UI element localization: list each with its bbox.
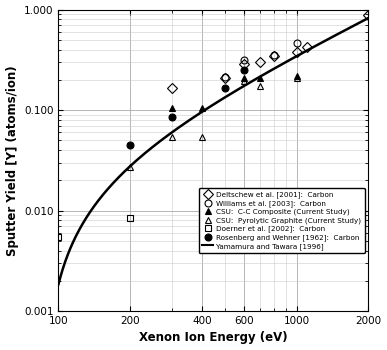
Y-axis label: Sputter Yield [Y] (atoms/ion): Sputter Yield [Y] (atoms/ion)	[5, 65, 19, 256]
Yamamura and Tawara [1996]	[136, 157, 140, 161]
Legend: Deltschew et al. [2001]:  Carbon, Williams et al. [2003]:  Carbon, CSU:  C-C Com: Deltschew et al. [2001]: Carbon, William…	[199, 188, 365, 253]
X-axis label: Xenon Ion Energy (eV): Xenon Ion Energy (eV)	[139, 331, 288, 344]
Yamamura and Tawara [1996]	[263, 71, 268, 76]
Line: Yamamura and Tawara [1996]: Yamamura and Tawara [1996]	[58, 18, 368, 284]
Yamamura and Tawara [1996]	[289, 57, 294, 61]
Yamamura and Tawara [1996]	[56, 282, 61, 286]
Yamamura and Tawara [1996]	[366, 16, 371, 20]
Yamamura and Tawara [1996]	[239, 85, 243, 90]
Yamamura and Tawara [1996]	[111, 181, 116, 185]
Yamamura and Tawara [1996]	[196, 112, 201, 116]
